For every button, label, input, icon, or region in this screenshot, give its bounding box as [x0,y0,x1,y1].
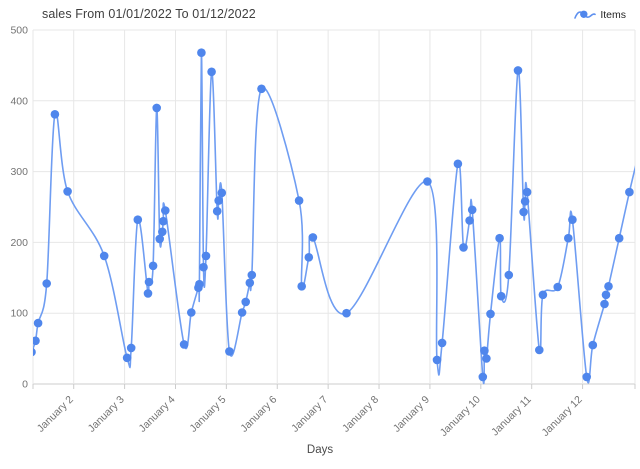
x-tick-label: January 7 [289,394,330,435]
data-point-marker [207,67,216,77]
data-point-marker [197,48,206,57]
data-point-marker [519,207,528,217]
y-tick-label: 0 [22,379,28,391]
y-tick-label: 500 [10,25,28,37]
data-point-marker [237,308,247,317]
y-tick-label: 300 [10,166,28,178]
x-tick-label: January 10 [438,394,483,439]
data-point-marker [625,187,634,197]
x-tick-label: January 8 [340,394,381,435]
data-point-marker [432,355,442,365]
data-point-marker [225,347,234,356]
series-items [33,48,635,385]
data-point-marker [495,233,504,243]
data-point-marker [257,84,266,94]
data-point-marker [161,206,170,215]
data-point-marker [342,308,351,318]
data-point-marker [33,348,36,357]
chart-title: sales From 01/01/2022 To 01/12/2022 [42,7,256,21]
data-point-marker [241,297,250,307]
y-axis-labels: 0 100 200 300 400 500 [10,25,28,391]
y-tick-label: 200 [10,237,28,249]
data-point-marker [148,261,158,271]
x-tick-label: January 2 [35,394,76,435]
data-point-marker [553,282,562,292]
data-point-marker [199,262,208,272]
x-axis-title: Days [306,444,334,456]
y-tick-label: 100 [10,308,28,320]
x-tick-label: January 9 [391,394,432,435]
data-point-marker [459,243,468,252]
data-point-marker [158,227,167,237]
data-point-marker [245,278,255,288]
data-point-marker [467,205,477,215]
line-series-icon [574,10,597,19]
data-point-marker [564,233,573,243]
data-point-marker [247,270,257,280]
data-point-marker [520,197,530,206]
data-point-marker [122,353,132,363]
data-point-marker [308,233,318,242]
data-point-marker [538,290,548,300]
data-point-marker [535,345,544,355]
x-tick-label: January 12 [539,394,584,439]
data-point-marker [582,372,591,382]
x-tick-label: January 3 [86,394,127,435]
data-point-marker [478,372,488,382]
gridlines [32,29,636,389]
data-point-marker [187,308,196,317]
data-point-marker [50,110,60,119]
data-point-marker [496,291,506,301]
data-point-marker [423,177,432,186]
data-point-marker [437,338,447,348]
data-point-marker [133,215,143,224]
data-point-marker [144,277,154,287]
data-point-marker [159,216,168,226]
data-point-marker [143,289,153,298]
data-point-marker [513,66,523,75]
data-point-marker [294,196,304,205]
x-tick-label: January 4 [137,394,178,435]
data-point-marker [33,336,40,346]
legend-label: Items [600,9,626,21]
data-point-marker [568,215,577,224]
data-point-marker [42,279,51,288]
data-point-marker [155,234,164,244]
data-point-marker [522,187,532,197]
data-point-marker [600,299,609,309]
legend-item-items[interactable]: Items [574,8,626,22]
data-point-marker [465,216,474,225]
data-point-marker [604,282,613,291]
data-point-marker [601,290,611,300]
data-point-marker [179,340,189,349]
data-point-marker [588,340,598,350]
x-tick-label: January 11 [489,394,534,439]
data-point-marker [453,159,463,169]
data-point-marker [482,354,491,363]
data-point-marker [99,251,109,261]
data-point-marker [504,270,514,280]
data-point-marker [217,188,227,198]
data-point-marker [63,187,72,196]
data-point-marker [614,233,624,243]
data-point-marker [212,206,222,216]
data-point-marker [152,103,161,113]
data-point-marker [480,346,489,356]
data-point-marker [201,251,211,261]
data-point-marker [195,279,204,289]
y-tick-label: 400 [10,95,28,107]
data-point-marker [304,252,314,262]
data-point-marker [297,282,307,291]
data-point-marker [33,318,43,328]
data-point-marker [126,343,136,353]
series-line [33,51,635,385]
data-point-marker [214,196,223,205]
x-axis-labels: January 2 January 3 January 4 January 5 Janu… [35,394,585,439]
x-tick-label: January 5 [187,394,228,435]
data-point-marker [486,309,495,319]
x-tick-label: January 6 [238,394,279,435]
